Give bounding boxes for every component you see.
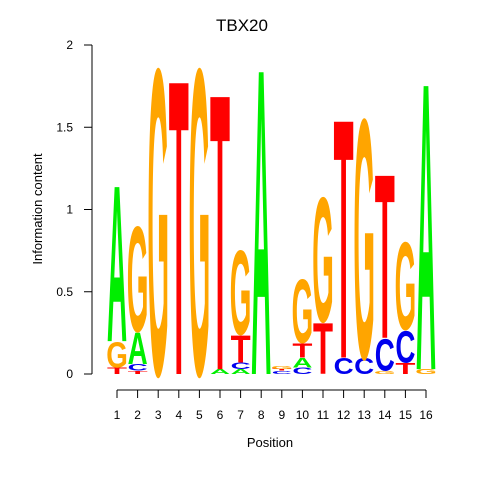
logo-letter-A: A	[231, 368, 252, 375]
logo-letter-A: A	[107, 139, 127, 389]
logo-letter-C: C	[272, 370, 292, 375]
logo-letter-A: A	[128, 324, 148, 375]
y-tick-label: 0	[66, 367, 73, 381]
chart-title: TBX20	[216, 16, 268, 35]
logo-letter-C: C	[354, 354, 374, 379]
logo-letter-A: A	[292, 355, 312, 371]
logo-letter-A: A	[210, 368, 231, 375]
logo-letter-G: G	[312, 162, 334, 360]
x-tick-label: 6	[217, 408, 224, 422]
logo-letter-C: C	[375, 331, 395, 382]
y-axis: 0 0.5 1 1.5 2	[56, 38, 93, 381]
logo-letter-C: C	[128, 363, 148, 373]
y-ticks: 0 0.5 1 1.5 2	[56, 38, 92, 381]
y-axis-label: Information content	[30, 153, 45, 265]
logo-letter-T: T	[272, 369, 292, 372]
logo-letter-T: T	[210, 12, 230, 453]
logo-letter-G: G	[147, 0, 169, 467]
logo-letter-G: G	[189, 0, 211, 467]
x-tick-label: 10	[296, 408, 310, 422]
logo-letter-T: T	[395, 360, 415, 377]
x-axis-label: Position	[247, 435, 293, 450]
x-tick-label: 15	[399, 408, 413, 422]
x-tick-label: 11	[317, 408, 330, 422]
logo-letter-T: T	[292, 339, 312, 362]
x-ticks: 1 2 3 4 5 6 7 8 9 10 11 12 13 14 15 16	[114, 390, 433, 422]
x-tick-label: 5	[196, 408, 203, 422]
logo-letter-G: G	[292, 262, 314, 363]
logo-letter-T: T	[231, 327, 251, 371]
x-tick-label: 1	[114, 408, 121, 422]
logo-letter-C: C	[334, 354, 354, 379]
logo-letter-G: G	[374, 370, 396, 375]
logo-letter-T: T	[128, 370, 149, 375]
y-tick-label: 2	[66, 38, 73, 52]
x-tick-label: 2	[134, 408, 141, 422]
x-tick-label: 8	[258, 408, 265, 422]
x-tick-label: 3	[155, 408, 162, 422]
logo-letter-G: G	[127, 195, 149, 363]
x-tick-label: 13	[358, 408, 372, 422]
logo-letter-G: G	[395, 218, 417, 357]
logo-letter-A: A	[416, 0, 436, 457]
logo-letter-G: G	[106, 335, 128, 376]
logo-letter-G: G	[230, 224, 252, 360]
logo-letter-C: C	[292, 366, 312, 376]
y-tick-label: 0.5	[56, 285, 73, 299]
x-axis: 1 2 3 4 5 6 7 8 9 10 11 12 13 14 15 16	[114, 389, 433, 422]
logo-letter-T: T	[107, 366, 127, 376]
x-tick-label: 14	[378, 408, 392, 422]
x-tick-label: 16	[419, 408, 433, 422]
logo-letter-T: T	[313, 309, 333, 390]
logo-letter-G: G	[415, 368, 437, 375]
x-tick-label: 7	[237, 408, 244, 422]
x-tick-label: 4	[175, 408, 182, 422]
y-tick-label: 1	[66, 203, 73, 217]
logo-letter-C: C	[231, 361, 251, 371]
y-tick-label: 1.5	[56, 120, 73, 134]
logo-letter-A: A	[251, 0, 271, 467]
logo-letter-C: C	[395, 323, 415, 374]
logo-letter-T: T	[169, 0, 189, 464]
logo-letter-T: T	[334, 48, 354, 431]
logo-letter-G: G	[271, 365, 293, 370]
x-tick-label: 9	[278, 408, 285, 422]
x-tick-label: 12	[337, 408, 351, 422]
logo-letter-T: T	[375, 125, 395, 388]
logo-letter-G: G	[353, 47, 375, 430]
